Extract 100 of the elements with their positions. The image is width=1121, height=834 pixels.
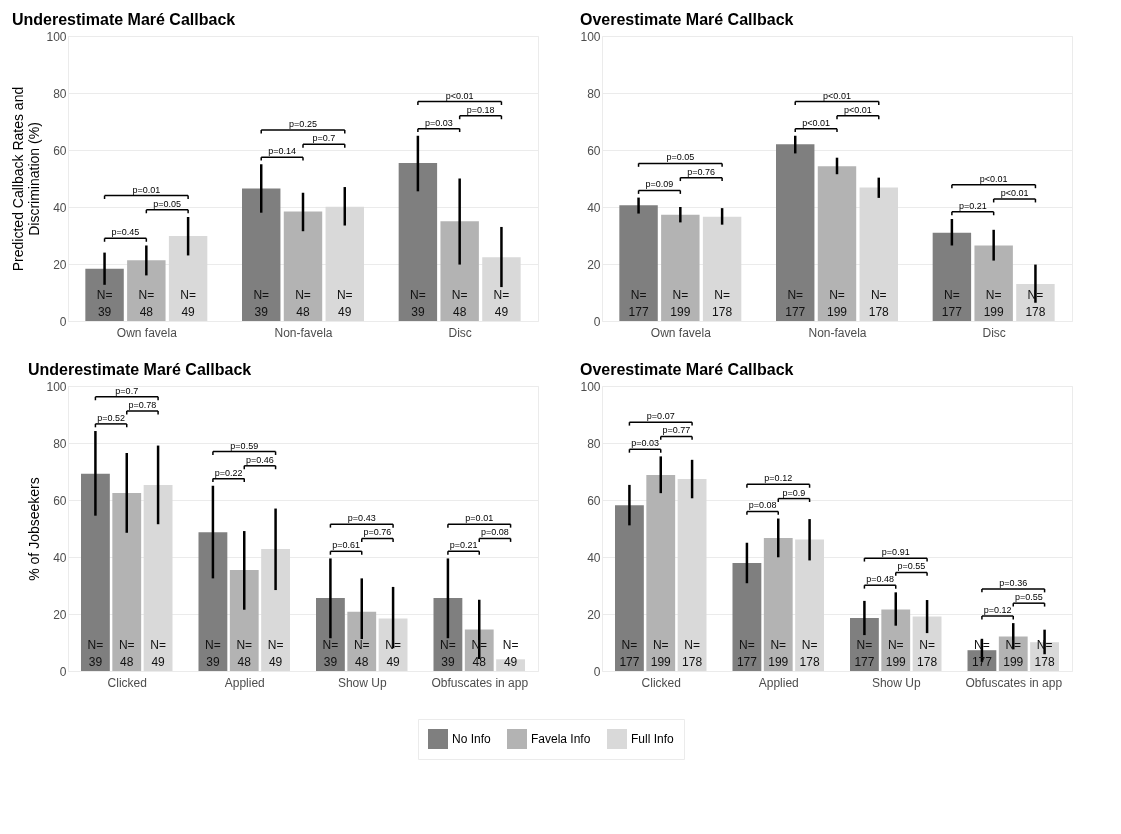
annotation: p<0.01	[802, 117, 830, 128]
bar	[85, 268, 124, 321]
bar	[143, 484, 173, 671]
bar	[229, 570, 259, 671]
annotation: N= 39	[253, 288, 270, 319]
annotation: p<0.01	[1000, 188, 1029, 199]
annotation: N= 178	[917, 638, 938, 669]
x-tick-label: Disc	[448, 325, 472, 340]
x-tick-label: Applied	[758, 675, 799, 690]
x-tick-label: Non-favela	[808, 325, 867, 340]
y-tick-label: 40	[587, 200, 601, 215]
annotation: p=0.7	[115, 385, 139, 396]
y-axis-title: % of Jobseekers	[26, 477, 43, 581]
y-tick-label: 40	[53, 200, 67, 215]
annotation: p=0.05	[153, 198, 182, 209]
bar	[974, 245, 1013, 321]
annotation: p=0.76	[363, 527, 392, 538]
annotation: p=0.61	[332, 540, 360, 551]
x-tick-label: Obfuscates in app	[431, 675, 529, 690]
annotation: N= 178	[682, 638, 703, 669]
chart-title: Underestimate Maré Callback	[27, 361, 252, 378]
annotation: p=0.76	[687, 166, 716, 177]
bar	[127, 260, 166, 321]
y-tick-label: 100	[580, 379, 601, 394]
x-tick-label: Show Up	[871, 675, 921, 690]
annotation: p=0.21	[958, 200, 987, 211]
bar	[398, 163, 438, 321]
annotation: N= 48	[138, 288, 155, 319]
y-tick-label: 20	[53, 257, 67, 272]
annotation: p=0.36	[999, 577, 1028, 588]
annotation: p=0.01	[132, 184, 161, 195]
annotation: N= 39	[205, 638, 221, 669]
legend-label: Favela Info	[531, 732, 591, 746]
annotation: p=0.22	[214, 467, 243, 478]
bar	[198, 532, 228, 671]
annotation: N= 199	[983, 288, 1004, 319]
y-tick-label: 100	[46, 29, 67, 44]
annotation: p=0.18	[466, 104, 495, 115]
y-tick-label: 80	[53, 436, 67, 451]
annotation: N= 199	[768, 638, 789, 669]
annotation: p=0.9	[782, 487, 806, 498]
bar	[261, 549, 290, 671]
annotation: N= 177	[736, 638, 758, 669]
x-tick-label: Applied	[224, 675, 265, 690]
bar	[242, 188, 281, 321]
y-tick-label: 60	[53, 143, 67, 158]
bar	[817, 166, 857, 321]
annotation: N= 177	[941, 288, 963, 319]
annotation: N= 177	[619, 638, 640, 669]
y-tick-label: 20	[53, 607, 67, 622]
annotation: N= 39	[410, 288, 426, 319]
annotation: N= 49	[180, 288, 196, 319]
annotation: N= 48	[353, 638, 370, 669]
annotation: N= 177	[628, 288, 649, 319]
annotation: p=0.09	[645, 179, 674, 190]
y-tick-label: 0	[593, 664, 601, 679]
annotation: p=0.03	[424, 117, 453, 128]
annotation: N= 49	[502, 638, 519, 669]
annotation: N= 48	[451, 288, 468, 319]
annotation: p=0.45	[111, 227, 140, 238]
annotation: N= 199	[670, 288, 691, 319]
bar	[795, 539, 824, 671]
bar	[325, 206, 364, 321]
chart-title: Overestimate Maré Callback	[579, 361, 794, 378]
annotation: p=0.08	[748, 500, 777, 511]
annotation: p<0.01	[979, 173, 1008, 184]
y-tick-label: 20	[587, 607, 601, 622]
y-tick-label: 80	[53, 86, 67, 101]
annotation: N= 49	[385, 638, 401, 669]
annotation: N= 39	[96, 288, 113, 319]
annotation: N= 178	[868, 288, 890, 319]
annotation: N= 199	[650, 638, 672, 669]
annotation: N= 49	[336, 288, 353, 319]
bar	[702, 216, 742, 321]
bar	[776, 144, 815, 321]
annotation: p=0.03	[631, 438, 659, 449]
y-tick-label: 100	[46, 379, 67, 394]
y-tick-label: 100	[580, 29, 601, 44]
annotation: N= 199	[885, 638, 907, 669]
bar	[615, 505, 644, 671]
y-tick-label: 60	[587, 493, 601, 508]
y-tick-label: 40	[587, 550, 601, 565]
annotation: p=0.7	[312, 133, 336, 144]
annotation: p=0.48	[866, 574, 894, 585]
y-tick-label: 0	[59, 314, 67, 329]
y-tick-label: 40	[53, 550, 67, 565]
annotation: N= 177	[785, 288, 806, 319]
bar	[646, 474, 676, 671]
bar	[732, 562, 762, 671]
annotation: p<0.01	[823, 90, 851, 101]
y-tick-label: 60	[587, 143, 601, 158]
x-tick-label: Disc	[982, 325, 1006, 340]
annotation: N= 39	[87, 638, 104, 669]
annotation: p=0.12	[983, 604, 1012, 615]
chart-title: Underestimate Maré Callback	[11, 11, 236, 28]
annotation: p<0.01	[445, 90, 474, 101]
annotation: p=0.52	[97, 412, 125, 423]
annotation: p=0.55	[1015, 592, 1043, 603]
annotation: N= 39	[322, 638, 339, 669]
annotation: N= 199	[826, 288, 848, 319]
